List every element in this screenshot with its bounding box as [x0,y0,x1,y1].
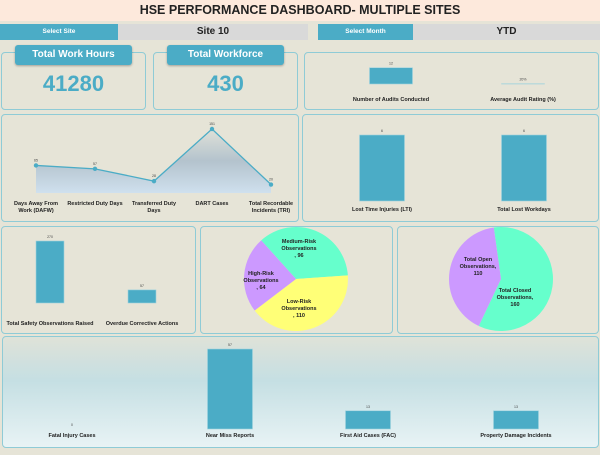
incidents-data-label: 28 [152,174,156,178]
audits-data-label: 20% [519,78,526,82]
select-site-label: Select Site [0,24,118,40]
incidents-chart: 65 57 28 151 20 Days Away From Work (DAFW) Rest… [1,114,299,222]
lti-category-label: Total Lost Workdays [497,207,551,213]
status_pie-slice [478,227,553,331]
observations-chart: 270 Total Safety Observations Raised 57 Ove… [1,226,196,334]
incidents-point [92,166,98,172]
events-bar [493,410,539,430]
incidents-point [33,163,39,168]
incidents-category-label: Total Recordable Incidents (TRI) [249,201,293,214]
observations-data-label: 270 [47,235,53,239]
dashboard-title: HSE PERFORMANCE DASHBOARD- MULTIPLE SITE… [0,0,600,21]
lti-bar [501,134,547,202]
work-hours-label: Total Work Hours [15,45,132,65]
events-data-label: 57 [228,343,232,347]
events-category-label: Property Damage Incidents [480,433,551,439]
audits-chart: 12 Number of Audits Conducted 20% Average A… [304,52,599,110]
select-month-label: Select Month [318,24,413,40]
incidents-data-label: 57 [93,162,97,166]
workforce-label: Total Workforce [167,45,284,65]
incidents-category-label: Days Away From Work (DAFW) [14,201,58,214]
risk_pie-slice [254,275,348,332]
observations-category-label: Total Safety Observations Raised [6,321,93,327]
events-chart: 0 Fatal Injury Cases 57 Near Miss Reports 13… [2,336,599,448]
lti-data-label: 6 [381,129,383,133]
incidents-category-label: Transferred Duty Days [132,201,177,214]
audits-bar [369,67,413,85]
events-category-label: First Aid Cases (FAC) [340,433,396,439]
incidents-data-label: 20 [269,178,273,182]
incidents-area [36,129,271,193]
risk_pie-slice-label: Low-Risk Observations, 110 [281,299,316,319]
lti-category-label: Lost Time Injuries (LTI) [352,207,412,213]
events-category-label: Near Miss Reports [206,433,254,439]
incidents-category-label: DART Cases [195,201,228,207]
risk_pie-slice [244,240,296,311]
events-data-label: 13 [514,405,518,409]
risk_pie-slice-label: High-Risk Observations, 64 [243,271,278,291]
lti-bar [359,134,405,202]
events-category-label: Fatal Injury Cases [48,433,95,439]
incidents-category-label: Restricted Duty Days [67,201,122,207]
status_pie-slice-label: Total Closed Observations, 160 [497,288,534,308]
status_pie-slice-label: Total Open Observations, 110 [460,257,497,277]
lost-time-chart: 6 Lost Time Injuries (LTI) 6 Total Lost Wor… [302,114,599,222]
workforce-value: 430 [207,71,244,96]
incidents-point [268,182,274,187]
lti-data-label: 6 [523,129,525,133]
observations-category-label: Overdue Corrective Actions [106,321,179,327]
incidents-data-label: 65 [34,158,38,162]
incidents-data-label: 151 [209,122,215,126]
observations-bar [127,289,157,304]
audits-data-label: 12 [389,62,393,66]
incidents-point [209,126,215,132]
events-bar [345,410,391,430]
risk_pie-slice [261,227,348,279]
site-dropdown[interactable]: Site 10 [118,24,308,40]
status_pie-slice [449,227,501,326]
observations-data-label: 57 [140,284,144,288]
risk_pie-slice-label: Medium-Risk Observations, 96 [281,239,317,259]
audits-category-label: Number of Audits Conducted [353,97,429,103]
events-data-label: 13 [366,405,370,409]
work-hours-value: 41280 [42,71,105,96]
events-bar [207,348,253,430]
audits-category-label: Average Audit Rating (%) [490,97,556,103]
risk-pie-chart: Medium-Risk Observations, 96 Low-Risk Obser… [200,226,393,334]
events-data-label: 0 [71,423,73,427]
observations-bar [35,240,65,304]
month-dropdown[interactable]: YTD [413,24,600,40]
incidents-point [151,178,157,184]
